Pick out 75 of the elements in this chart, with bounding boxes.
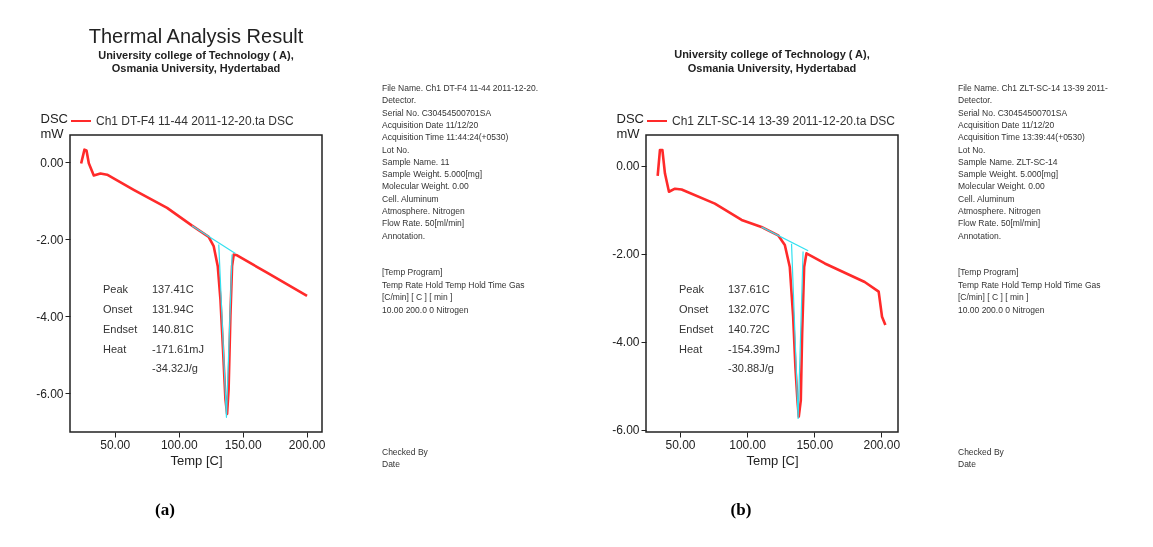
text: [Temp Program] xyxy=(382,267,443,277)
text: 10.00 200.0 0 Nitrogen xyxy=(958,304,1045,315)
y-tick-label: -4.00 xyxy=(612,335,640,350)
text: Endset 140.81C xyxy=(103,323,194,335)
text: Atmosphere. Nitrogen xyxy=(382,206,465,216)
text: Detector. xyxy=(382,95,417,106)
y-tick-label: -2.00 xyxy=(36,232,64,247)
text: Sample Weight. 5.000[mg] xyxy=(958,169,1059,180)
y-axis-title: DSC mW xyxy=(616,110,644,141)
text: Endset 140.72C xyxy=(679,323,770,335)
text: Atmosphere. Nitrogen xyxy=(958,206,1041,216)
text: Acquisition Date 11/12/20 xyxy=(382,119,479,130)
text: Molecular Weight. 0.00 xyxy=(958,181,1046,192)
text: (a) xyxy=(155,500,175,519)
y-tick-label: 0.00 xyxy=(616,159,640,174)
legend-label: Ch1 ZLT-SC-14 13-39 2011-12-20.ta DSC xyxy=(672,114,896,128)
text: Serial No. C30454500701SA xyxy=(958,107,1068,118)
chart-subtitle: University college of Technology ( A), Osmania University, Hydertabad xyxy=(98,49,294,74)
text: Onset 132.07C xyxy=(679,303,770,315)
text: Acquisition Time 11:44:24(+0530) xyxy=(382,132,509,143)
y-tick-label: -6.00 xyxy=(612,423,640,438)
text: Acquisition Date 11/12/20 xyxy=(958,119,1055,130)
text: Peak 137.61C xyxy=(679,283,770,295)
y-tick-label: -4.00 xyxy=(36,309,64,324)
text: (b) xyxy=(730,500,752,519)
text: Checked By xyxy=(958,447,1005,457)
text: Flow Rate. 50[ml/min] xyxy=(958,218,1041,229)
text: Date xyxy=(382,459,401,469)
text: Heat -154.39mJ xyxy=(679,343,780,355)
text: Lot No. xyxy=(382,144,410,155)
text: Sample Name. 11 xyxy=(382,156,450,167)
text: Heat -171.61mJ xyxy=(103,343,204,355)
chart-subtitle: University college of Technology ( A), Osmania University, Hydertabad xyxy=(674,48,870,74)
text: Checked By xyxy=(382,447,429,457)
text: Detector. xyxy=(958,95,993,106)
x-tick-label: 100.00 xyxy=(729,437,767,452)
y-tick-label: -6.00 xyxy=(36,386,64,401)
text: Annotation. xyxy=(382,230,426,241)
text: Peak 137.41C xyxy=(103,283,194,295)
text: File Name. Ch1 ZLT-SC-14 13-39 2011- xyxy=(958,83,1109,93)
x-axis-title: Temp [C] xyxy=(170,452,223,468)
text: Molecular Weight. 0.00 xyxy=(382,181,470,192)
y-tick-label: -2.00 xyxy=(612,247,640,262)
text: File Name. Ch1 DT-F4 11-44 2011-12-20. xyxy=(382,83,539,93)
text: Cell. Aluminum xyxy=(958,193,1015,204)
x-tick-label: 100.00 xyxy=(160,437,198,452)
y-tick-label: 0.00 xyxy=(40,155,64,170)
text: 10.00 200.0 0 Nitrogen xyxy=(382,304,469,315)
text: Sample Weight. 5.000[mg] xyxy=(382,169,483,180)
text: Cell. Aluminum xyxy=(382,193,439,204)
text: Onset 131.94C xyxy=(103,303,194,315)
text: Acquisition Time 13:39:44(+0530) xyxy=(958,132,1086,143)
text: Flow Rate. 50[ml/min] xyxy=(382,218,465,229)
text: [Temp Program] xyxy=(958,267,1019,277)
x-tick-label: 50.00 xyxy=(665,437,696,452)
x-tick-label: 50.00 xyxy=(100,437,131,452)
text: Annotation. xyxy=(958,230,1002,241)
text: Date xyxy=(958,459,977,469)
annotation: -30.88J/g xyxy=(728,362,774,374)
x-tick-label: 150.00 xyxy=(224,437,262,452)
x-tick-label: 200.00 xyxy=(863,437,901,452)
y-axis-title: DSC mW xyxy=(40,110,68,141)
x-axis-title: Temp [C] xyxy=(746,452,799,468)
text: [C/min] [ C ] [ min ] xyxy=(958,292,1029,302)
text: Lot No. xyxy=(958,144,986,155)
legend-label: Ch1 DT-F4 11-44 2011-12-20.ta DSC xyxy=(96,114,294,128)
annotation: -34.32J/g xyxy=(152,362,198,374)
text: [C/min] [ C ] [ min ] xyxy=(382,292,453,302)
text: Temp Rate Hold Temp Hold Time Gas xyxy=(382,279,525,290)
x-tick-label: 200.00 xyxy=(288,437,326,452)
text: Sample Name. ZLT-SC-14 xyxy=(958,156,1058,167)
text: Temp Rate Hold Temp Hold Time Gas xyxy=(958,279,1101,290)
x-tick-label: 150.00 xyxy=(796,437,834,452)
text: Serial No. C30454500701SA xyxy=(382,107,492,118)
chart-title: Thermal Analysis Result xyxy=(88,25,304,47)
